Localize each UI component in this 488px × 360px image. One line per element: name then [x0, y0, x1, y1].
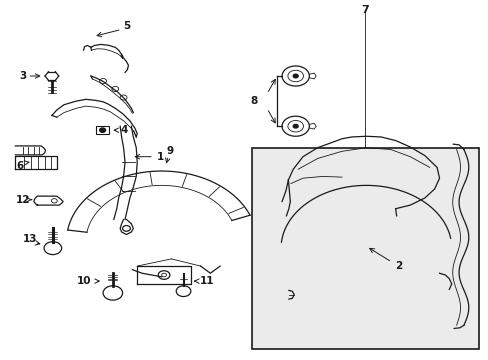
Text: 7: 7 — [361, 5, 368, 15]
Text: 6: 6 — [16, 161, 23, 171]
Bar — [251, 148, 478, 348]
Text: 2: 2 — [369, 248, 401, 271]
Circle shape — [293, 74, 298, 78]
Text: 3: 3 — [19, 71, 26, 81]
Circle shape — [100, 128, 105, 132]
Text: 1: 1 — [135, 152, 163, 162]
Text: 5: 5 — [123, 21, 131, 31]
Text: 11: 11 — [199, 276, 214, 286]
Bar — [96, 126, 109, 134]
Text: 13: 13 — [23, 234, 38, 244]
Circle shape — [293, 125, 298, 128]
Text: 10: 10 — [76, 276, 91, 286]
Text: 8: 8 — [250, 96, 257, 106]
Text: 9: 9 — [166, 146, 174, 156]
Text: 4: 4 — [120, 125, 127, 135]
Text: 12: 12 — [16, 195, 31, 205]
